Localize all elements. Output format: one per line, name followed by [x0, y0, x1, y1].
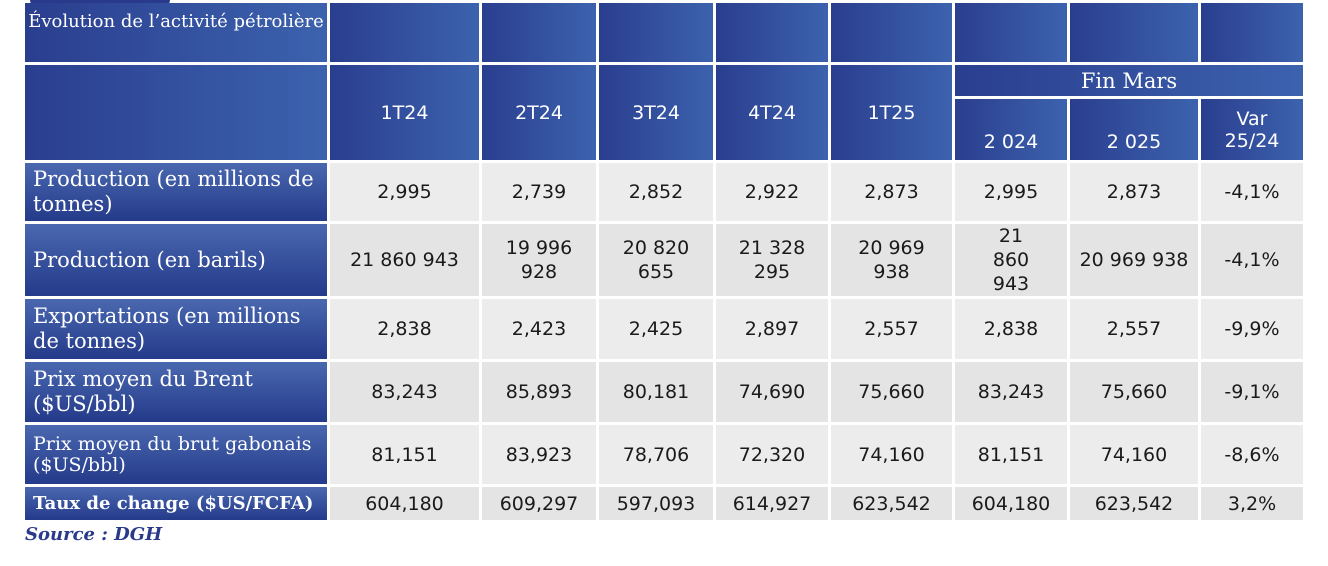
row-label: Taux de change ($US/FCFA): [25, 487, 330, 523]
table-cell: 83,243: [955, 362, 1070, 425]
row-label: Prix moyen du brut gabonais ($US/bbl): [25, 425, 330, 487]
table-cell: 20 820 655: [599, 224, 716, 299]
table-cell: 81,151: [955, 425, 1070, 487]
header-period: 3T24: [599, 65, 716, 163]
table-cell: 83,923: [482, 425, 599, 487]
table-cell: 78,706: [599, 425, 716, 487]
source-note: Source : DGH: [25, 524, 163, 545]
table-cell: 2,922: [716, 163, 831, 224]
header-blank: [25, 65, 330, 163]
table-cell: 74,160: [1070, 425, 1201, 487]
table-cell: -9,1%: [1201, 362, 1306, 425]
header-period: 4T24: [716, 65, 831, 163]
table-cell: 2,995: [955, 163, 1070, 224]
table-cell: 609,297: [482, 487, 599, 523]
table-cell: 81,151: [330, 425, 482, 487]
header-period: 1T25: [831, 65, 955, 163]
table-cell: 2,897: [716, 299, 831, 362]
header-fin-mars-2025: 2 025: [1070, 99, 1201, 163]
table-cell: -4,1%: [1201, 163, 1306, 224]
table-title: Évolution de l’activité pétrolière: [25, 3, 330, 65]
row-label: Prix moyen du Brent ($US/bbl): [25, 362, 330, 425]
table-cell: 80,181: [599, 362, 716, 425]
table-cell: 72,320: [716, 425, 831, 487]
table-cell: 2,423: [482, 299, 599, 362]
row-label: Production (en barils): [25, 224, 330, 299]
table-cell: 74,690: [716, 362, 831, 425]
table-cell: 21 328 295: [716, 224, 831, 299]
header-var-line2: 25/24: [1224, 129, 1280, 152]
row-label: Production (en millions de tonnes): [25, 163, 330, 224]
table-cell: 21 860 943: [330, 224, 482, 299]
table-cell: 2,838: [330, 299, 482, 362]
table-cell: 2,557: [831, 299, 955, 362]
table-cell: 20 969 938: [831, 224, 955, 299]
table-cell: 614,927: [716, 487, 831, 523]
table-cell: -4,1%: [1201, 224, 1306, 299]
table-cell: 85,893: [482, 362, 599, 425]
header-var-line1: Var: [1236, 107, 1268, 130]
header-period: 1T24: [330, 65, 482, 163]
table-cell: 623,542: [831, 487, 955, 523]
table-cell: 3,2%: [1201, 487, 1306, 523]
table-cell: 2,873: [1070, 163, 1201, 224]
table-cell: 597,093: [599, 487, 716, 523]
table-cell: 623,542: [1070, 487, 1201, 523]
header-period: 2T24: [482, 65, 599, 163]
table-cell: -8,6%: [1201, 425, 1306, 487]
table-cell: 75,660: [1070, 362, 1201, 425]
table-cell: 20 969 938: [1070, 224, 1201, 299]
table-cell: 2,425: [599, 299, 716, 362]
table-cell: 2,557: [1070, 299, 1201, 362]
table-cell: 19 996 928: [482, 224, 599, 299]
table-cell: 604,180: [955, 487, 1070, 523]
table-cell: 74,160: [831, 425, 955, 487]
table-cell: 83,243: [330, 362, 482, 425]
petroleum-activity-table: Évolution de l’activité pétrolière 1T24 …: [25, 3, 1306, 523]
table-cell: 2,995: [330, 163, 482, 224]
table-cell: 2,739: [482, 163, 599, 224]
table-cell: 2,838: [955, 299, 1070, 362]
table-cell: 2,873: [831, 163, 955, 224]
header-var: Var 25/24: [1201, 99, 1306, 163]
table-cell: 75,660: [831, 362, 955, 425]
table-cell: 2,852: [599, 163, 716, 224]
header-fin-mars-2024: 2 024: [955, 99, 1070, 163]
table-cell: 604,180: [330, 487, 482, 523]
header-fin-mars: Fin Mars: [955, 65, 1306, 99]
table-cell: -9,9%: [1201, 299, 1306, 362]
table-cell: 21 860 943: [955, 224, 1070, 299]
row-label: Exportations (en millions de tonnes): [25, 299, 330, 362]
